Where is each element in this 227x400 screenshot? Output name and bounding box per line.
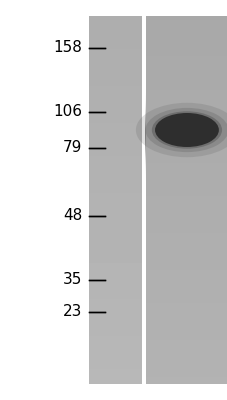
FancyBboxPatch shape	[89, 16, 141, 384]
Text: 158: 158	[53, 40, 82, 56]
FancyBboxPatch shape	[89, 16, 141, 384]
Text: 79: 79	[62, 140, 82, 156]
Text: 48: 48	[63, 208, 82, 224]
FancyBboxPatch shape	[145, 16, 227, 384]
Ellipse shape	[154, 113, 218, 147]
Ellipse shape	[145, 108, 227, 152]
Text: 35: 35	[62, 272, 82, 288]
Text: 106: 106	[53, 104, 82, 120]
FancyBboxPatch shape	[0, 0, 86, 400]
Text: 35: 35	[62, 272, 82, 288]
Text: 79: 79	[62, 140, 82, 156]
Text: 23: 23	[62, 304, 82, 320]
FancyBboxPatch shape	[141, 16, 145, 384]
FancyBboxPatch shape	[141, 16, 145, 384]
Ellipse shape	[151, 111, 221, 149]
Text: 106: 106	[53, 104, 82, 120]
Ellipse shape	[135, 103, 227, 157]
FancyBboxPatch shape	[0, 0, 86, 400]
Text: 48: 48	[63, 208, 82, 224]
Text: 158: 158	[53, 40, 82, 56]
Text: 23: 23	[62, 304, 82, 320]
FancyBboxPatch shape	[141, 16, 145, 384]
